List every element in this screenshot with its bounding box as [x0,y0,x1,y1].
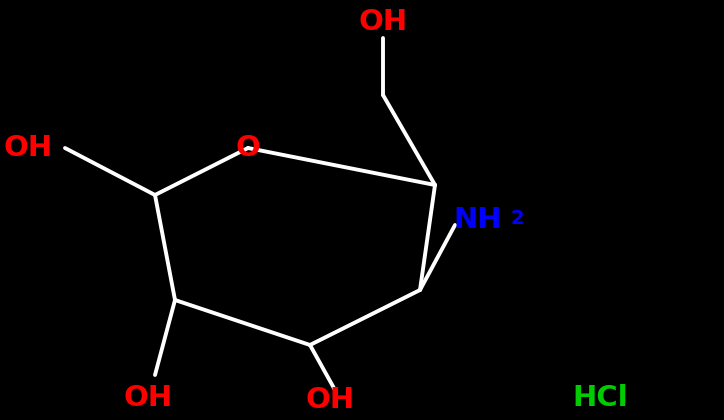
Text: OH: OH [4,134,53,162]
Text: OH: OH [123,384,172,412]
Text: NH: NH [453,206,502,234]
Text: OH: OH [358,8,408,36]
Text: HCl: HCl [572,384,628,412]
Text: 2: 2 [510,209,523,228]
Text: O: O [235,134,261,162]
Text: OH: OH [306,386,355,414]
